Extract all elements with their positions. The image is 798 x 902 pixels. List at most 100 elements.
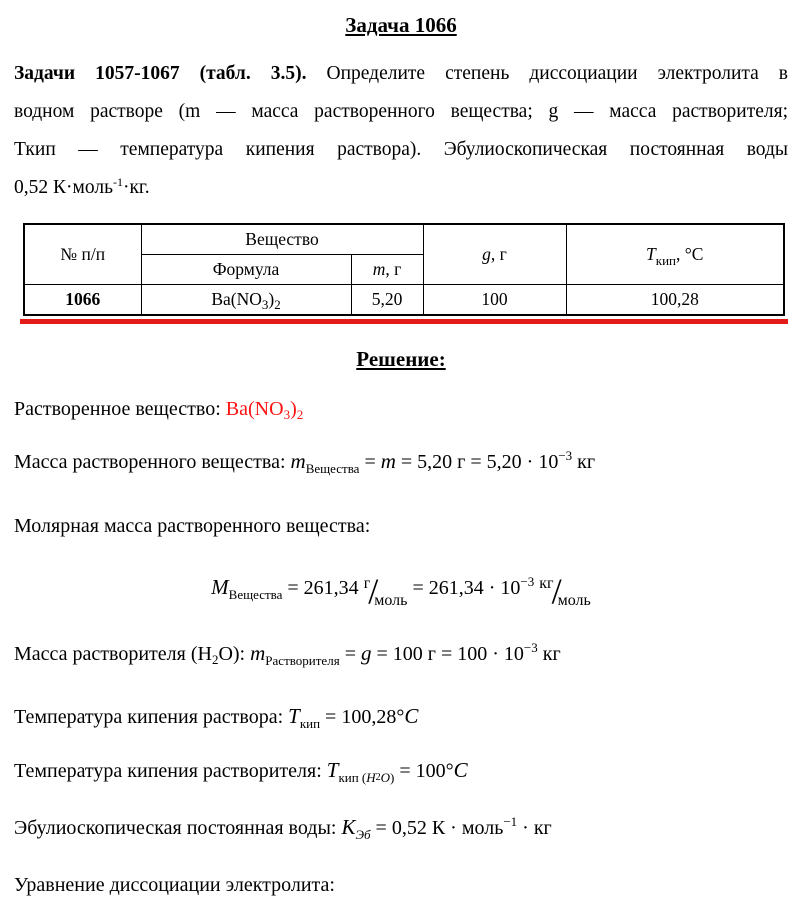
label: O): xyxy=(218,643,251,665)
cell-formula: Ba(NO3)2 xyxy=(140,284,352,316)
chem-formula-red: Ba(NO xyxy=(225,398,284,420)
header-label: Вещество xyxy=(245,229,319,249)
chem-sub: 2 xyxy=(274,297,281,312)
label: Температура кипения растворителя: xyxy=(14,760,327,782)
chem-sub-red: 3 xyxy=(283,407,291,422)
math-var: m xyxy=(250,641,266,665)
header-cell-formula: Формула xyxy=(140,254,352,285)
math-sub: кип xyxy=(655,253,677,268)
problem-number: 1066 xyxy=(65,289,101,309)
chem-formula: Ba(NO xyxy=(211,289,262,309)
problem-line-1: Задачи 1057-1067 (табл. 3.5). Определите… xyxy=(14,55,788,93)
solution-line-tboil-solvent: Температура кипения растворителя: Tкип (… xyxy=(14,753,788,788)
problem-text: ·кг. xyxy=(122,177,150,198)
math-text: = 261,34 · 10 xyxy=(407,577,521,599)
chem-formula: ) xyxy=(268,289,275,309)
math-var: g xyxy=(482,244,491,264)
label: Растворенное вещество: xyxy=(14,398,226,420)
table-data-row: 1066 Ba(NO3)2 5,20 100 100,28 xyxy=(23,284,785,316)
table-header-row-1: № п/п Вещество g, г Tкип, °С xyxy=(23,223,785,285)
math-text: кг xyxy=(537,643,561,665)
math-var: m xyxy=(380,449,396,473)
cell-problem-number: 1066 xyxy=(23,284,142,316)
header-label: , г xyxy=(490,244,507,264)
problem-text: Ткип — температура кипения раствора). Эб… xyxy=(14,139,788,160)
label: Масса растворителя (H xyxy=(14,643,212,665)
exponent: −3 xyxy=(523,640,538,655)
exponent: −3 xyxy=(558,448,573,463)
exponent: −1 xyxy=(503,814,518,829)
solution-line-ebullioscopic: Эбулиоскопическая постоянная воды: KЭб =… xyxy=(14,810,788,845)
math-var: m xyxy=(290,449,306,473)
problem-line-4: 0,52 К·моль-1·кг. xyxy=(14,169,788,207)
problem-text: Определите степень диссоциации электроли… xyxy=(306,63,789,84)
cell-m-value: 5,20 xyxy=(350,284,424,316)
data-table: № п/п Вещество g, г Tкип, °С Формула m, … xyxy=(23,223,785,316)
math-sub: H xyxy=(366,770,376,785)
math-var: K xyxy=(341,815,356,839)
fraction-denominator: моль xyxy=(374,592,408,609)
math-var: C xyxy=(453,758,468,782)
solution-line-mass-solute: Масса растворенного вещества: mВещества … xyxy=(14,444,788,479)
math-text: кг xyxy=(572,451,596,473)
math-text: = 5,20 г = 5,20 · 10 xyxy=(395,451,559,473)
header-cell-substance: Вещество xyxy=(140,223,424,255)
header-label: , °С xyxy=(676,244,704,264)
header-label: , г xyxy=(385,259,402,279)
math-text: = xyxy=(359,451,381,473)
math-var: g xyxy=(360,641,372,665)
fraction-slash: / xyxy=(368,571,379,611)
problem-text: водном растворе (m — масса растворенного… xyxy=(14,101,788,122)
math-var: T xyxy=(326,758,339,782)
problem-line-2: водном растворе (m — масса растворенного… xyxy=(14,93,788,131)
fraction-numerator: кг xyxy=(539,575,554,592)
math-var: T xyxy=(288,704,300,728)
header-cell-tboil: Tкип, °С xyxy=(565,223,785,285)
math-sub: O xyxy=(380,770,391,785)
problem-text: 0,52 К·моль xyxy=(14,177,113,198)
exponent: -1 xyxy=(112,175,123,189)
solution-line-solvent-mass: Масса растворителя (H2O): mРастворителя … xyxy=(14,636,788,671)
header-cell-num: № п/п xyxy=(23,223,142,285)
solution-line-molar-label: Молярная масса растворенного вещества: xyxy=(14,509,788,543)
molar-mass-formula: MВещества = 261,34 г/моль = 261,34 · 10−… xyxy=(14,565,788,610)
math-text: = 100,28° xyxy=(320,706,405,728)
page-title: Задача 1066 xyxy=(14,12,788,38)
label: Молярная масса растворенного вещества: xyxy=(14,515,371,537)
solution-line-dissociation: Уравнение диссоциации электролита: xyxy=(14,868,788,902)
value: 100,28 xyxy=(650,289,699,309)
math-sub: Вещества xyxy=(228,587,283,602)
math-sub: ( xyxy=(361,770,367,785)
value: 100 xyxy=(481,289,508,309)
math-var: C xyxy=(404,704,419,728)
solution-heading-text: Решение: xyxy=(356,347,446,371)
cell-g-value: 100 xyxy=(422,284,567,316)
math-var: m xyxy=(372,259,386,279)
chem-sub: 2 xyxy=(211,652,219,667)
math-text: = 100 г = 100 · 10 xyxy=(371,643,524,665)
header-label: № п/п xyxy=(60,244,106,264)
header-cell-m: m, г xyxy=(350,254,424,285)
math-sub: Эб xyxy=(355,827,371,842)
problem-statement: Задачи 1057-1067 (табл. 3.5). Определите… xyxy=(14,55,788,207)
solution-line-tboil-solution: Температура кипения раствора: Tкип = 100… xyxy=(14,699,788,734)
table-header-row-2: Формула m, г xyxy=(24,254,784,285)
header-cell-g: g, г xyxy=(422,223,567,285)
math-text: · кг xyxy=(517,817,552,839)
math-text: = 261,34 xyxy=(282,577,364,599)
math-var: T xyxy=(646,244,656,264)
math-text: = xyxy=(339,643,361,665)
solution-heading: Решение: xyxy=(14,346,788,373)
math-text: = 100° xyxy=(394,760,454,782)
label: Масса растворенного вещества: xyxy=(14,451,291,473)
cell-tboil-value: 100,28 xyxy=(565,284,785,316)
exponent: −3 xyxy=(520,574,535,589)
problem-bold-intro: Задачи 1057-1067 (табл. 3.5). xyxy=(14,63,307,84)
problem-line-3: Ткип — температура кипения раствора). Эб… xyxy=(14,131,788,169)
math-sub-sub: 2 xyxy=(375,772,381,783)
math-sub: кип xyxy=(338,770,362,785)
fraction-slash: / xyxy=(551,571,562,611)
value: 5,20 xyxy=(371,289,403,309)
fraction-denominator: моль xyxy=(557,592,591,609)
